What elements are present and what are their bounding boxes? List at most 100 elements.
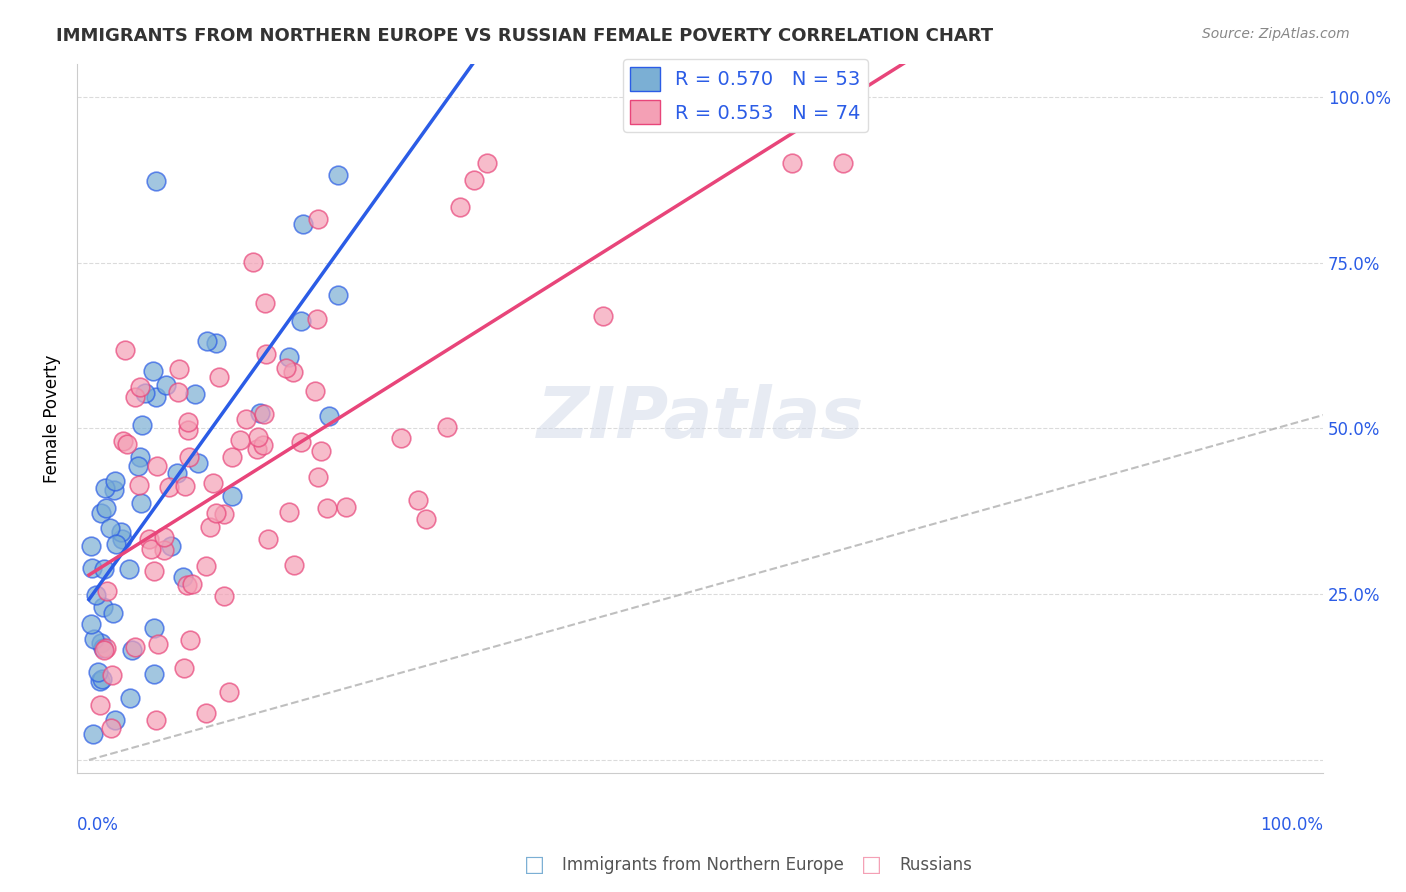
Point (96, 640, 118, 655)
Point (389, 431, 412, 445)
Point (138, 532, 160, 546)
Point (90, 636, 112, 650)
Point (477, 156, 499, 170)
Point (169, 362, 191, 376)
Point (139, 541, 162, 556)
Point (176, 578, 198, 592)
Point (290, 435, 312, 450)
Point (187, 456, 209, 470)
Point (142, 363, 165, 377)
Point (179, 632, 201, 647)
Text: 100.0%: 100.0% (1260, 816, 1323, 834)
Point (114, 343, 136, 358)
Point (143, 666, 166, 681)
Point (335, 500, 357, 514)
Point (129, 496, 152, 510)
Point (84, 588, 107, 602)
Point (157, 480, 180, 494)
Point (173, 661, 195, 675)
Point (194, 706, 217, 720)
Point (229, 433, 252, 447)
Point (177, 423, 200, 437)
Point (100, 721, 122, 735)
Point (254, 347, 277, 361)
Point (249, 406, 271, 420)
Point (121, 642, 143, 657)
Point (89, 698, 111, 713)
Point (281, 365, 304, 379)
Point (177, 415, 200, 429)
Point (316, 500, 339, 515)
Point (174, 479, 197, 493)
Point (318, 409, 340, 424)
Point (252, 438, 274, 452)
Point (172, 570, 194, 584)
Point (180, 576, 202, 591)
Point (142, 564, 165, 578)
Point (124, 640, 146, 654)
Point (292, 217, 315, 231)
Point (91, 600, 114, 615)
Point (143, 621, 166, 635)
Point (103, 483, 125, 497)
Point (218, 685, 240, 699)
Point (127, 458, 149, 473)
Point (307, 470, 329, 484)
Text: □: □ (862, 855, 882, 875)
Point (205, 506, 228, 520)
Point (290, 314, 312, 328)
Point (463, 173, 485, 187)
Point (283, 558, 305, 573)
Point (252, 407, 274, 421)
Text: IMMIGRANTS FROM NORTHERN EUROPE VS RUSSIAN FEMALE POVERTY CORRELATION CHART: IMMIGRANTS FROM NORTHERN EUROPE VS RUSSI… (56, 27, 994, 45)
Text: 0.0%: 0.0% (77, 816, 120, 834)
Point (221, 450, 243, 464)
Point (166, 385, 188, 400)
Text: Immigrants from Northern Europe: Immigrants from Northern Europe (562, 856, 844, 874)
Point (152, 543, 174, 558)
Point (449, 200, 471, 214)
Point (406, 493, 429, 508)
Point (201, 475, 224, 490)
Point (246, 430, 269, 444)
Point (110, 525, 132, 540)
Point (103, 607, 125, 621)
Point (101, 668, 124, 682)
Point (780, 156, 803, 170)
Point (195, 334, 218, 349)
Point (145, 713, 167, 727)
Point (111, 532, 134, 546)
Point (304, 384, 326, 399)
Point (257, 532, 280, 546)
Point (152, 530, 174, 544)
Point (93, 562, 115, 576)
Point (195, 559, 218, 574)
Legend: R = 0.570   N = 53, R = 0.553   N = 74: R = 0.570 N = 53, R = 0.553 N = 74 (623, 59, 869, 132)
Point (90, 506, 112, 520)
Point (242, 254, 264, 268)
Point (148, 637, 170, 651)
Point (93, 643, 115, 657)
Point (592, 309, 614, 323)
Point (221, 490, 243, 504)
Point (94, 501, 117, 516)
Point (134, 386, 156, 401)
Point (96, 584, 118, 599)
Point (118, 562, 141, 576)
Point (91, 673, 114, 687)
Point (82, 561, 104, 575)
Point (212, 508, 235, 522)
Point (832, 156, 855, 170)
Point (235, 412, 257, 426)
Point (274, 361, 297, 376)
Point (436, 420, 458, 434)
Point (415, 512, 437, 526)
Point (311, 444, 333, 458)
Point (253, 296, 276, 310)
Point (93, 641, 115, 656)
Point (208, 369, 231, 384)
Point (128, 478, 150, 492)
Point (166, 466, 188, 480)
Point (104, 537, 127, 551)
Point (98, 520, 121, 534)
